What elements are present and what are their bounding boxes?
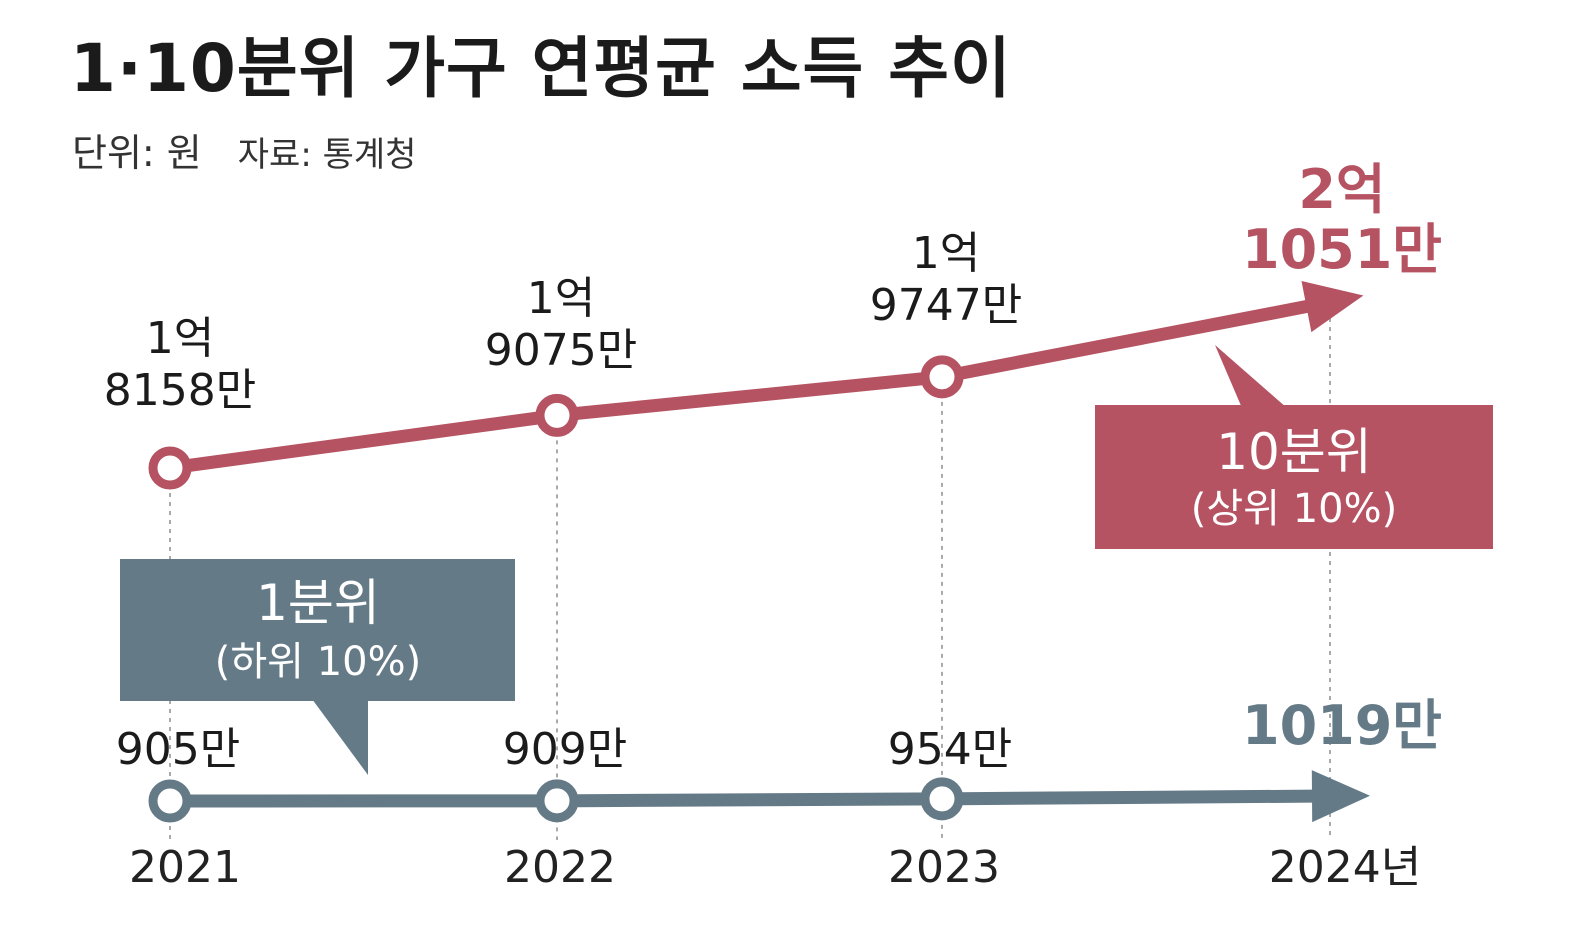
bottom-decile-point-2022: [535, 779, 579, 823]
unit-label: 단위: 원: [72, 131, 202, 175]
x-axis-ticks: 2021 2022 2023 2024년: [129, 842, 1421, 893]
x-tick-2021: 2021: [129, 842, 241, 893]
year-guide-lines: [169, 300, 1331, 840]
bottom-label-2022: 909만: [503, 724, 627, 775]
bottom-label-2021: 905만: [116, 724, 240, 775]
bottom-callout-title: 1분위: [256, 574, 380, 632]
top-decile-point-2021: [148, 446, 192, 490]
chart-subtitle: 단위: 원 자료: 통계청: [72, 134, 416, 172]
bottom-label-2024: 1019만: [1242, 694, 1442, 757]
bottom-decile-line: [163, 789, 1319, 808]
x-tick-2022: 2022: [504, 842, 616, 893]
bottom-callout-pointer: [312, 699, 368, 775]
top-decile-line: [163, 300, 1313, 475]
top-label-2022-line2: 9075만: [485, 325, 637, 376]
top-callout-title: 10분위: [1216, 423, 1372, 481]
series-callouts: 10분위 (상위 10%) 1분위 (하위 10%): [120, 345, 1493, 775]
top-label-2023-line2: 9747만: [870, 280, 1022, 331]
top-label-2024-line2: 1051만: [1242, 218, 1442, 281]
top-label-2021-line2: 8158만: [104, 365, 256, 416]
bottom-callout-subtitle: (하위 10%): [215, 639, 421, 685]
top-callout-pointer: [1215, 345, 1295, 415]
source-label: 자료: 통계청: [237, 135, 417, 175]
top-callout-box: [1095, 405, 1493, 549]
x-tick-2024: 2024년: [1269, 842, 1421, 893]
bottom-callout-box: [120, 559, 515, 701]
series-lines: [148, 281, 1370, 823]
x-tick-2023: 2023: [888, 842, 1000, 893]
bottom-label-2023: 954만: [888, 724, 1012, 775]
top-label-2023-line1: 1억: [912, 228, 980, 279]
bottom-decile-point-2023: [920, 777, 964, 821]
top-callout-subtitle: (상위 10%): [1191, 486, 1397, 532]
bottom-decile-arrow-head: [1311, 770, 1370, 823]
top-label-2024-line1: 2억: [1298, 158, 1385, 221]
top-label-2022-line1: 1억: [527, 273, 595, 324]
top-label-2021-line1: 1억: [146, 313, 214, 364]
top-decile-arrow-head: [1301, 281, 1364, 333]
chart-title: 1·10분위 가구 연평균 소득 추이: [70, 30, 1012, 107]
bottom-decile-point-2021: [148, 779, 192, 823]
top-decile-point-2022: [535, 393, 579, 437]
top-decile-point-2023: [920, 355, 964, 399]
